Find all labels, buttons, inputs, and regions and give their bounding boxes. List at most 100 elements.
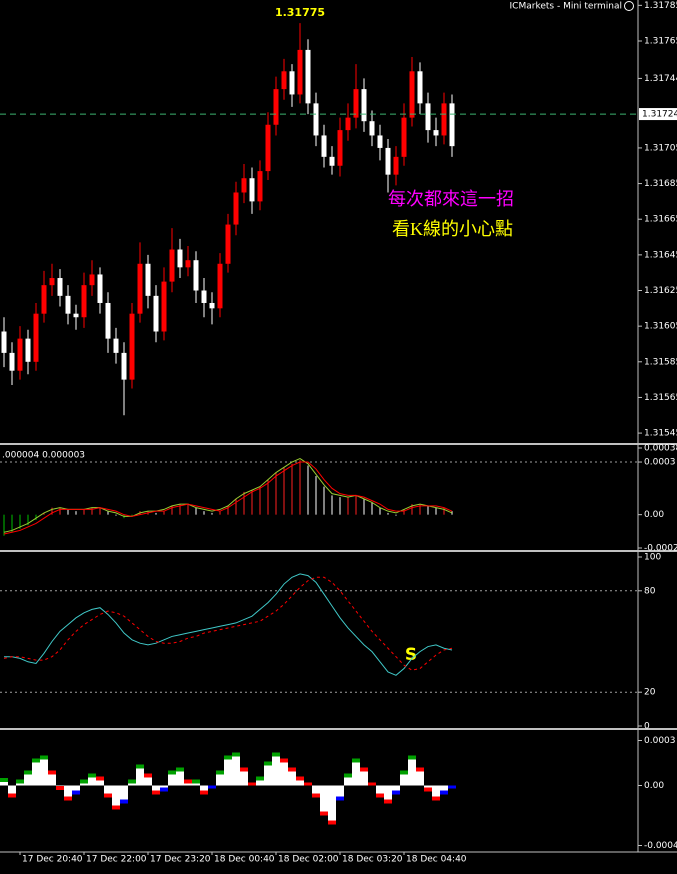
candle-body [193,260,199,291]
histogram-bar [352,758,360,786]
indicator-label: .000004 0.000003 [2,451,85,461]
candle-body [33,313,39,362]
candle-body [233,192,239,225]
candle-body [305,49,311,104]
candle-body [449,103,455,147]
histogram-tip [160,787,168,792]
histogram-bar [376,785,384,798]
histogram-tip [376,793,384,798]
histogram-tip [360,767,368,772]
candle-body [241,178,247,193]
histogram-bar [168,770,176,786]
histogram-bar [32,758,40,786]
histogram-bar [416,767,424,786]
x-tick-label: 17 Dec 22:00 [86,855,147,865]
histogram-bar [35,514,37,520]
candle-body [57,278,63,296]
candle-body [145,263,151,296]
terminal-title: ICMarkets - Mini terminal [510,2,622,12]
histogram-bar [256,776,264,786]
histogram-bar [387,512,389,515]
price-label-box [639,108,677,121]
candle-body [41,285,47,314]
histogram-bar [419,504,421,515]
histogram-tip [240,767,248,772]
histogram-tip [200,790,208,795]
histogram-bar [152,785,160,795]
y-tick-label: 1.31744 [644,74,677,84]
histogram-bar [163,511,165,515]
histogram-bar [280,758,288,786]
histogram-tip [144,773,152,778]
histogram-bar [307,465,309,515]
y-tick-label: -0.0004 [644,841,677,851]
histogram-tip [288,767,296,772]
histogram-tip [352,758,360,763]
candle-body [201,290,207,303]
histogram-bar [267,479,269,515]
candle-body [281,71,287,90]
histogram-tip [40,755,48,760]
histogram-tip [184,779,192,784]
y-tick-label: 0.0003 [644,736,676,746]
histogram-bar [328,785,336,825]
histogram-tip [24,770,32,775]
annotation: 看K線的小心點 [392,219,513,239]
y-tick-label: 1.31685 [644,179,677,189]
candle-body [441,103,447,136]
histogram-bar [272,752,280,786]
candle-body [257,171,263,202]
x-tick-label: 18 Dec 02:00 [278,855,339,865]
histogram-bar [392,785,400,795]
candle-body [153,295,159,332]
histogram-bar [355,495,357,515]
histogram-bar [299,460,301,515]
histogram-bar [360,767,368,786]
histogram-bar [275,472,277,515]
histogram-bar [136,764,144,786]
histogram-tip [64,796,72,801]
candle-body [273,89,279,125]
histogram-tip [408,755,416,760]
histogram-tip [336,796,344,801]
histogram-tip [152,790,160,795]
x-tick-label: 17 Dec 20:40 [22,855,83,865]
histogram-bar [144,773,152,786]
histogram-bar [339,497,341,515]
histogram-bar [67,509,69,515]
candle-body [137,263,143,314]
histogram-tip [192,779,200,784]
histogram-tip [72,790,80,795]
histogram-tip [8,793,16,798]
candle-body [369,121,375,136]
histogram-bar [363,498,365,515]
histogram-tip [112,805,120,810]
histogram-bar [75,511,77,515]
histogram-bar [203,511,205,515]
histogram-tip [272,752,280,757]
histogram-bar [227,505,229,515]
histogram-bar [48,770,56,786]
candle-body [169,249,175,282]
histogram-tip [256,776,264,781]
candle-body [185,260,191,268]
y-tick-label: 0 [644,722,650,732]
histogram-tip [440,790,448,795]
histogram-tip [224,755,232,760]
histogram-bar [19,514,21,529]
histogram-bar [88,773,96,786]
histogram-bar [171,505,173,515]
y-tick-label: 1.31645 [644,250,677,260]
histogram-tip [424,787,432,792]
candle-body [313,103,319,136]
candle-body [353,89,359,118]
histogram-bar [179,504,181,515]
x-tick-label: 18 Dec 00:40 [214,855,275,865]
histogram-bar [283,467,285,515]
histogram-tip [312,793,320,798]
histogram-bar [427,505,429,515]
histogram-bar [72,785,80,795]
histogram-bar [83,509,85,515]
histogram-bar [371,502,373,515]
histogram-tip [392,790,400,795]
